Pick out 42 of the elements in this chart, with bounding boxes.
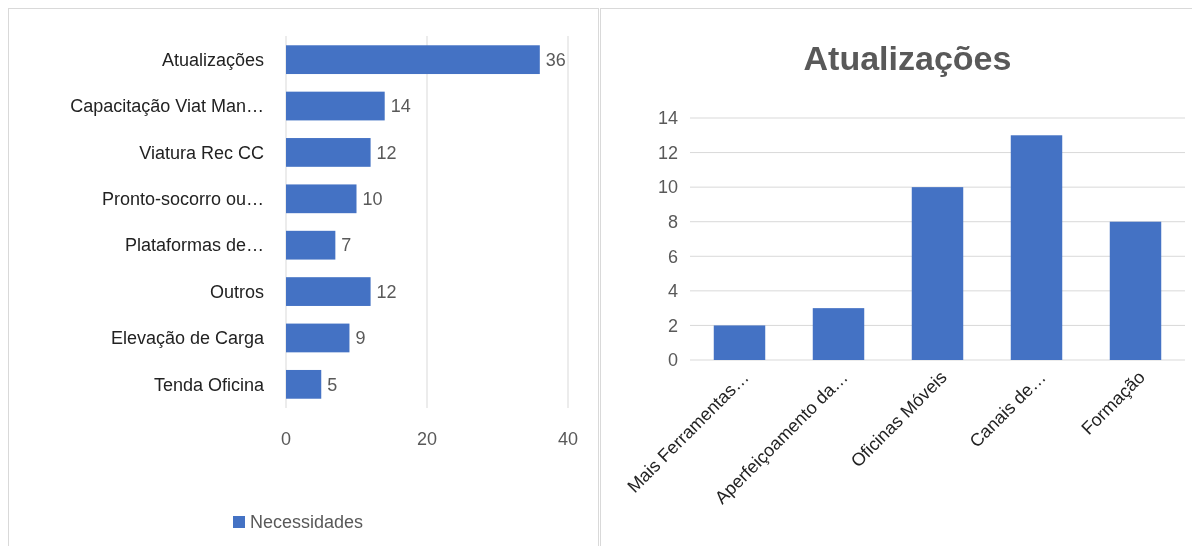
data-label: 5 xyxy=(327,374,338,395)
x-tick-label: 0 xyxy=(280,429,292,449)
bar xyxy=(286,323,350,353)
legend-label: Necessidades xyxy=(250,512,364,533)
bar xyxy=(286,277,371,306)
data-label: 36 xyxy=(545,49,566,70)
y-tick-label: 4 xyxy=(667,281,678,302)
data-label: 9 xyxy=(355,328,366,349)
y-tick-label: Elevação de Carga xyxy=(110,328,265,349)
data-label: 7 xyxy=(341,235,352,256)
data-label: 12 xyxy=(376,281,397,302)
bar xyxy=(286,45,540,75)
y-tick-label: Tenda Oficina xyxy=(153,374,265,395)
y-tick-label: 6 xyxy=(667,246,678,267)
y-tick-label: 14 xyxy=(657,108,678,129)
y-tick-label: 10 xyxy=(657,177,678,198)
bar xyxy=(286,230,336,260)
y-tick-label: Atualizações xyxy=(161,49,264,70)
bar xyxy=(911,187,964,360)
bar xyxy=(286,369,322,399)
bar xyxy=(1010,135,1063,360)
y-tick-label: Pronto-socorro ou… xyxy=(101,189,264,210)
bar xyxy=(1109,221,1162,360)
chart-title: Atualizações xyxy=(803,39,1012,77)
y-tick-label: 2 xyxy=(667,315,678,336)
data-label: 12 xyxy=(376,142,397,163)
y-tick-label: Viatura Rec CC xyxy=(139,142,264,163)
y-tick-label: Outros xyxy=(209,281,264,302)
bar xyxy=(286,91,385,121)
data-label: 10 xyxy=(362,189,383,210)
y-tick-label: 0 xyxy=(667,350,678,371)
bar xyxy=(286,138,371,167)
y-tick-label: 8 xyxy=(667,212,678,233)
bar xyxy=(286,184,357,214)
x-tick-label: 20 xyxy=(416,429,438,449)
y-tick-label: 12 xyxy=(657,142,678,163)
x-tick-label: 40 xyxy=(557,429,579,449)
bar xyxy=(812,308,865,360)
data-label: 14 xyxy=(390,96,411,117)
bar xyxy=(713,325,766,360)
y-tick-label: Plataformas de… xyxy=(124,235,264,256)
y-tick-label: Capacitação Viat Man… xyxy=(70,96,264,117)
